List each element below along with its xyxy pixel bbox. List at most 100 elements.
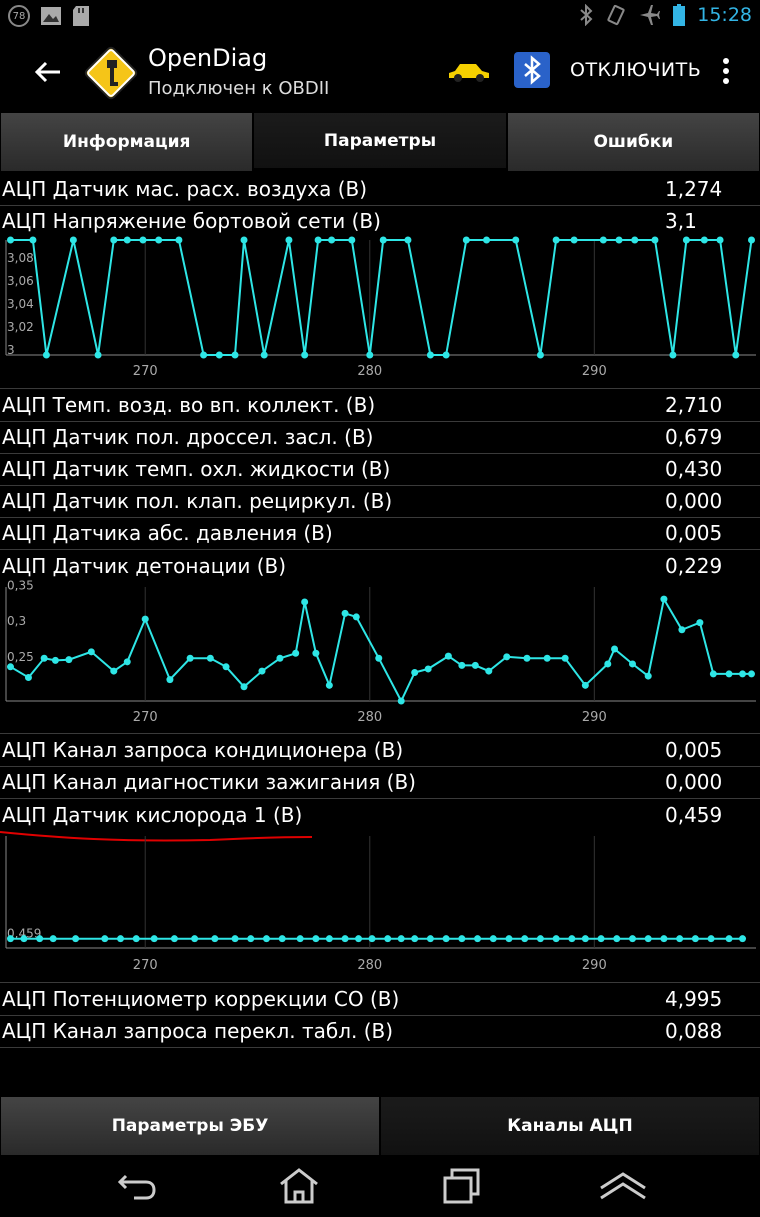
param-row-egr-valve[interactable]: АЦП Датчик пол. клап. рециркул. (В) 0,00… <box>0 486 760 518</box>
data-point <box>552 935 560 943</box>
param-row-battery-voltage[interactable]: АЦП Напряжение бортовой сети (В) 3,1 <box>0 206 760 238</box>
data-point <box>24 673 32 681</box>
tab-information[interactable]: Информация <box>1 113 253 171</box>
param-row-knock-sensor[interactable]: АЦП Датчик детонации (В) 0,229 <box>0 551 760 583</box>
data-point <box>240 683 248 691</box>
data-point <box>521 935 529 943</box>
data-point <box>314 236 322 244</box>
data-point <box>36 935 44 943</box>
param-name: АЦП Темп. возд. во вп. коллект. (В) <box>2 393 376 417</box>
app-title: OpenDiag <box>148 44 268 72</box>
back-arrow-icon[interactable] <box>30 54 66 90</box>
param-row-throttle-position[interactable]: АЦП Датчик пол. дроссел. засл. (В) 0,679 <box>0 422 760 454</box>
data-point <box>384 935 392 943</box>
param-name: АЦП Канал запроса кондиционера (В) <box>2 738 404 762</box>
data-point <box>707 935 715 943</box>
data-point <box>458 661 466 669</box>
data-point <box>325 681 333 689</box>
data-point <box>51 656 59 664</box>
data-point <box>458 935 466 943</box>
tab-parameters[interactable]: Параметры <box>254 113 506 171</box>
data-point <box>716 236 724 244</box>
data-point <box>462 236 470 244</box>
back-icon[interactable] <box>116 1166 160 1206</box>
data-point <box>512 236 520 244</box>
series-line <box>10 239 753 356</box>
data-point <box>240 236 248 244</box>
data-point <box>211 935 219 943</box>
data-point <box>231 351 239 359</box>
param-value: 0,679 <box>665 425 723 449</box>
data-point <box>404 236 412 244</box>
x-tick-label: 280 <box>357 364 382 379</box>
data-point <box>411 935 419 943</box>
data-point <box>375 654 383 662</box>
data-point <box>561 654 569 662</box>
param-row-oxygen-sensor[interactable]: АЦП Датчик кислорода 1 (В) 0,459 <box>0 800 760 832</box>
data-point <box>72 935 80 943</box>
data-point <box>200 351 208 359</box>
data-point <box>725 670 733 678</box>
param-row-table-switch[interactable]: АЦП Канал запроса перекл. табл. (В) 0,08… <box>0 1016 760 1048</box>
param-value: 0,005 <box>665 521 723 545</box>
data-point <box>301 598 309 606</box>
x-tick-label: 270 <box>133 958 158 973</box>
data-point <box>222 663 230 671</box>
param-row-intake-temp[interactable]: АЦП Темп. возд. во вп. коллект. (В) 2,71… <box>0 390 760 422</box>
data-point <box>260 351 268 359</box>
data-point <box>141 615 149 623</box>
data-point <box>397 935 405 943</box>
data-point <box>426 351 434 359</box>
param-value: 0,229 <box>665 554 723 578</box>
menu-up-icon[interactable] <box>598 1166 648 1206</box>
param-row-map-sensor[interactable]: АЦП Датчика абс. давления (В) 0,005 <box>0 518 760 550</box>
data-point <box>296 935 304 943</box>
param-row-coolant-temp[interactable]: АЦП Датчик темп. охл. жидкости (В) 0,430 <box>0 454 760 486</box>
data-point <box>552 236 560 244</box>
data-point <box>65 656 73 664</box>
param-row-ac-request[interactable]: АЦП Канал запроса кондиционера (В) 0,005 <box>0 735 760 767</box>
clock: 15:28 <box>697 4 752 26</box>
data-point <box>6 236 14 244</box>
data-point <box>325 935 333 943</box>
home-icon[interactable] <box>277 1166 321 1206</box>
param-row-maf[interactable]: АЦП Датчик мас. расх. воздуха (В) 1,274 <box>0 174 760 206</box>
battery-voltage-chart: 270 280 290 3,08 3,06 3,04 3,02 3 <box>5 236 756 379</box>
disconnect-button[interactable]: ОТКЛЮЧИТЬ <box>570 59 702 81</box>
x-tick-label: 270 <box>133 364 158 379</box>
data-point <box>29 236 37 244</box>
recent-apps-icon[interactable] <box>440 1166 484 1206</box>
bluetooth-button-icon[interactable] <box>514 52 550 88</box>
data-point <box>536 351 544 359</box>
data-point <box>748 236 756 244</box>
data-point <box>355 935 363 943</box>
data-point <box>132 935 140 943</box>
data-point <box>628 935 636 943</box>
param-row-ignition-diag[interactable]: АЦП Канал диагностики зажигания (В) 0,00… <box>0 767 760 799</box>
param-name: АЦП Датчика абс. давления (В) <box>2 521 333 545</box>
param-row-co-pot[interactable]: АЦП Потенциометр коррекции СО (В) 4,995 <box>0 984 760 1016</box>
param-value: 0,000 <box>665 489 723 513</box>
data-point <box>442 935 450 943</box>
overflow-menu-icon[interactable] <box>718 56 734 86</box>
tab-adc-channels[interactable]: Каналы АЦП <box>381 1097 759 1155</box>
tab-errors[interactable]: Ошибки <box>507 113 759 171</box>
data-point <box>426 935 434 943</box>
param-value: 3,1 <box>665 209 697 233</box>
param-name: АЦП Датчик пол. клап. рециркул. (В) <box>2 489 393 513</box>
car-icon[interactable] <box>446 58 492 84</box>
data-point <box>568 935 576 943</box>
data-point <box>485 667 493 675</box>
top-tab-bar: Информация Параметры Ошибки <box>0 112 760 172</box>
x-tick-label: 290 <box>582 364 607 379</box>
data-point <box>155 236 163 244</box>
data-point <box>628 660 636 668</box>
y-tick-label: 0,3 <box>7 614 26 628</box>
data-point <box>732 351 740 359</box>
status-bar: 78 15:28 <box>0 0 760 32</box>
data-point <box>411 669 419 676</box>
tab-ecu-params[interactable]: Параметры ЭБУ <box>1 1097 379 1155</box>
data-point <box>123 658 131 666</box>
data-point <box>166 676 174 684</box>
battery-icon <box>673 4 686 26</box>
